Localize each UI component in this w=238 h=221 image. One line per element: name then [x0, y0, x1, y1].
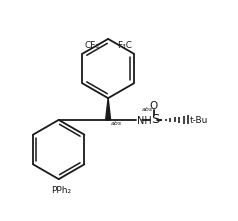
Text: F₃C: F₃C: [117, 41, 132, 50]
Text: NH: NH: [137, 116, 152, 126]
Text: PPh₂: PPh₂: [51, 186, 71, 195]
Text: S: S: [151, 113, 159, 126]
Text: CF₃: CF₃: [84, 41, 99, 50]
Text: abs: abs: [142, 107, 153, 112]
Text: abs: abs: [111, 121, 122, 126]
Text: t-Bu: t-Bu: [190, 116, 208, 125]
Text: O: O: [149, 101, 158, 111]
Polygon shape: [106, 98, 111, 120]
